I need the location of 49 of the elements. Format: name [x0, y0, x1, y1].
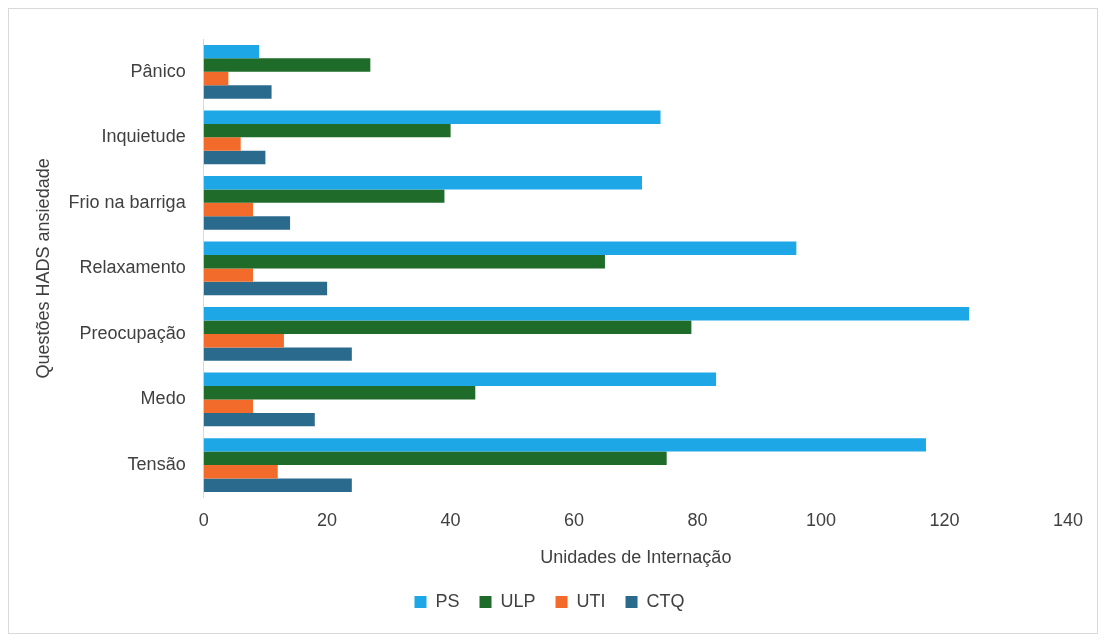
bar [203, 478, 352, 492]
bar [203, 465, 278, 479]
bar [203, 85, 272, 99]
legend-label: UTI [576, 590, 606, 611]
x-tick-label: 60 [564, 509, 585, 530]
bar [203, 412, 315, 427]
x-tick-label: 100 [806, 509, 837, 530]
bar [203, 254, 605, 269]
legend-label: CTQ [646, 590, 685, 611]
bar [203, 281, 328, 296]
bar [203, 451, 667, 466]
x-tick-label: 20 [317, 509, 338, 530]
x-tick-label: 0 [198, 509, 209, 530]
x-axis-title: Unidades de Internação [540, 547, 732, 568]
y-tick-label: Frio na barriga [68, 191, 187, 212]
y-tick-label: Preocupação [79, 322, 186, 343]
bar [203, 58, 371, 72]
y-tick-label: Tensão [127, 454, 186, 474]
bar [203, 137, 241, 151]
bar [203, 150, 266, 165]
legend-label: ULP [500, 590, 536, 611]
bar [203, 71, 229, 86]
x-tick-label: 120 [929, 509, 960, 530]
bar [203, 202, 254, 217]
y-tick-label: Medo [140, 388, 186, 409]
bar [203, 44, 260, 59]
bar [203, 216, 291, 230]
bar [203, 372, 717, 387]
x-tick-label: 140 [1052, 509, 1084, 530]
bar [203, 241, 797, 255]
x-tick-label: 80 [687, 509, 708, 530]
bar [203, 307, 970, 321]
bar [203, 347, 352, 361]
y-tick-label: Relaxamento [79, 257, 186, 278]
y-axis-title: Questões HADS ansiedade [32, 158, 53, 379]
bar [203, 386, 476, 400]
bar [203, 268, 254, 282]
y-tick-label: Inquietude [101, 126, 186, 147]
bar [203, 320, 692, 334]
x-tick-label: 40 [440, 509, 461, 530]
y-tick-label: Pânico [130, 60, 186, 81]
bar [203, 110, 661, 124]
bar [203, 438, 926, 452]
bar [203, 189, 445, 203]
bar [203, 333, 284, 348]
legend-label: PS [435, 590, 460, 611]
bar [203, 399, 254, 413]
bar [203, 175, 642, 190]
bar [203, 123, 451, 138]
